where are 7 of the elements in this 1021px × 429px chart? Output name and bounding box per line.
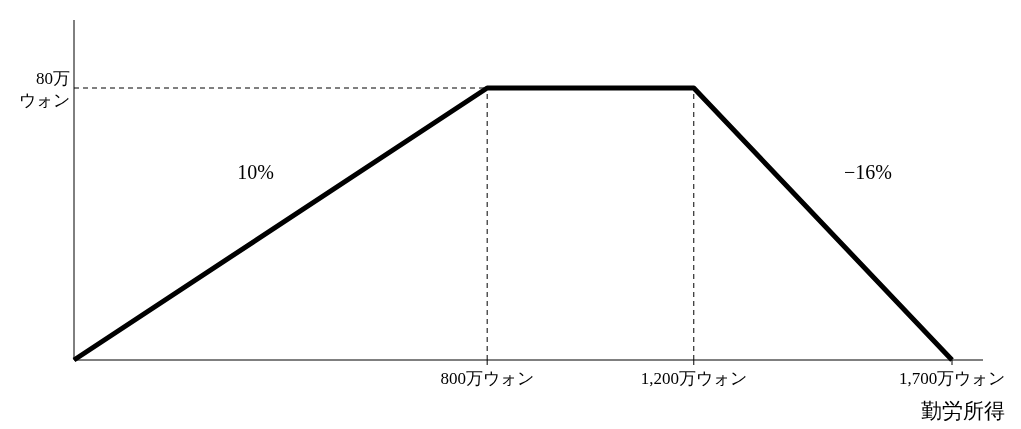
x-tick-label: 1,200万ウォン (640, 369, 747, 388)
x-tick-label: 800万ウォン (440, 369, 534, 388)
ref-line-label: 80万ウォン (19, 69, 70, 110)
x-axis-title: 勤労所得 (921, 399, 1005, 423)
x-tick-label: 1,700万ウォン (898, 369, 1006, 388)
annotation: −16% (843, 161, 892, 183)
annotation: 10% (237, 161, 274, 183)
